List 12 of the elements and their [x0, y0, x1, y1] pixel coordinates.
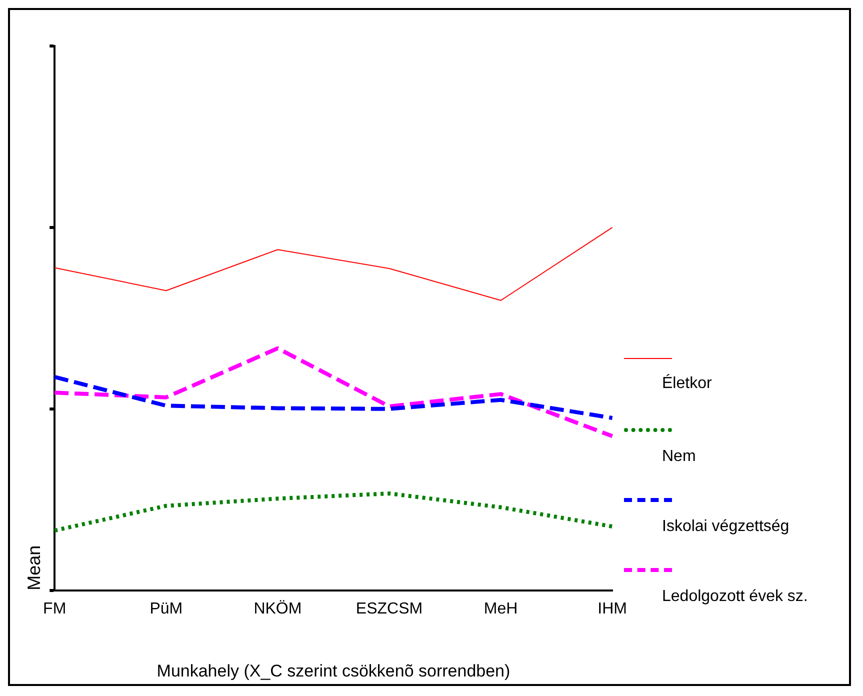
legend-label: Életkor: [661, 375, 713, 393]
legend-label: Iskolai végzettség: [661, 518, 790, 536]
x-tick-label: IHM: [598, 600, 627, 618]
y-axis-title: Mean: [24, 545, 44, 590]
x-axis-title: Munkahely (X_C szerint csökkenõ sorrendben): [156, 661, 510, 680]
legend-label: Nem: [661, 448, 697, 466]
x-tick-label: NKÖM: [254, 599, 302, 618]
x-tick-label: FM: [43, 600, 66, 618]
x-tick-label: PüM: [150, 600, 183, 618]
x-tick-label: ESZCSM: [356, 600, 423, 618]
x-tick-label: MeH: [484, 600, 518, 618]
legend-label: Ledolgozott évek sz.: [662, 588, 808, 605]
